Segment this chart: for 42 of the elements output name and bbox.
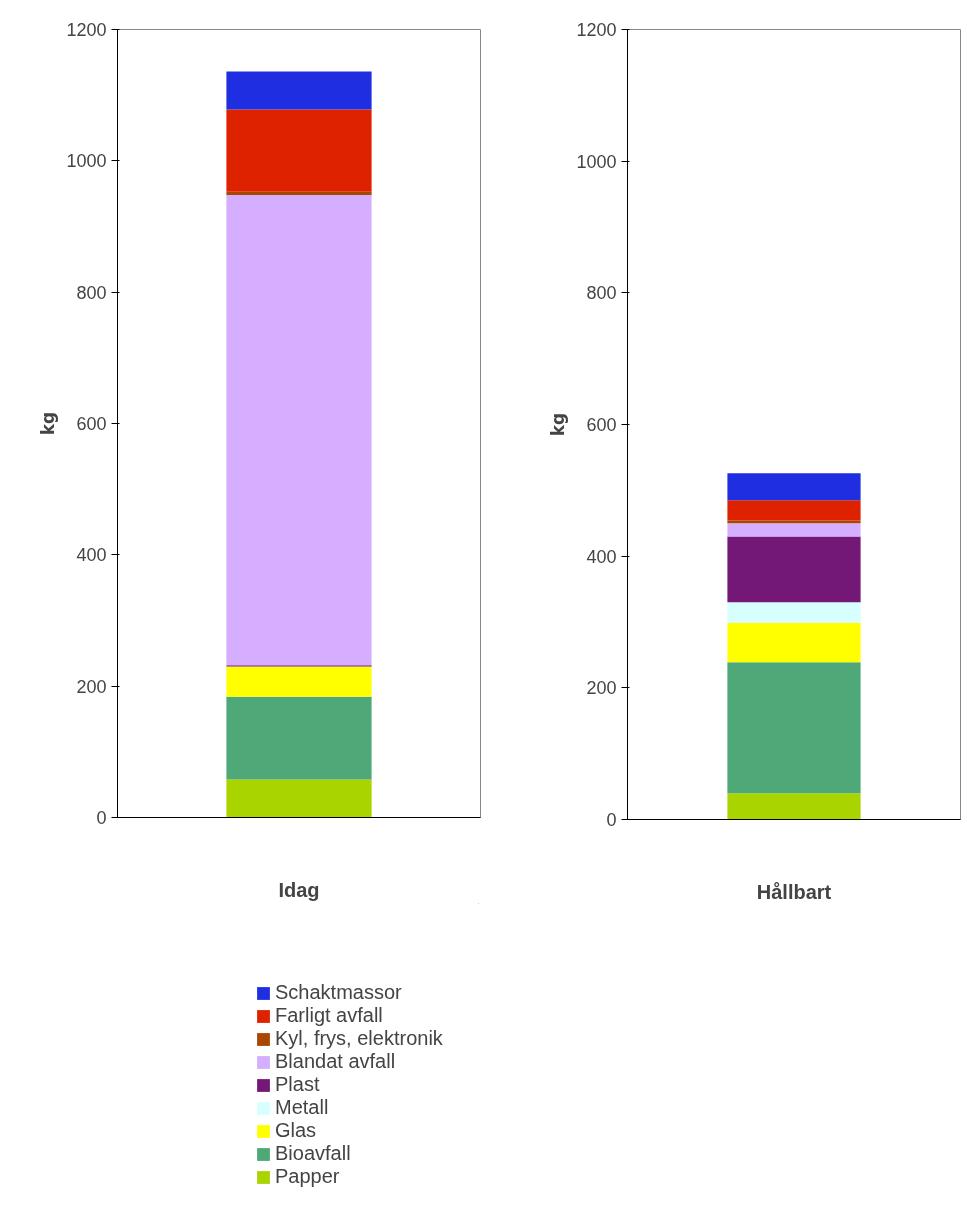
legend-label: Blandat avfall	[275, 1050, 396, 1073]
bar	[226, 696, 372, 780]
y-tick-label: 1200	[66, 20, 107, 40]
legend-label: Papper	[275, 1165, 340, 1188]
bar	[727, 473, 861, 501]
y-tick-label: 1200	[576, 20, 617, 40]
y-tick-label: 400	[76, 545, 107, 566]
bar	[727, 793, 861, 820]
bar	[226, 194, 372, 666]
y-tick-label: 800	[586, 283, 617, 304]
y-tick-label: 600	[76, 414, 107, 434]
bar	[727, 622, 861, 663]
bar	[226, 779, 372, 818]
y-tick-label: 1000	[576, 151, 617, 172]
x-tick-label: Idag	[278, 878, 320, 901]
y-tick-label: 1000	[66, 151, 107, 172]
bar	[226, 191, 372, 195]
legend-label: Glas	[275, 1119, 317, 1142]
y-tick-label: 800	[76, 282, 107, 303]
legend-label: Farligt avfall	[275, 1004, 383, 1027]
legend-label: Kyl, frys, elektronik	[275, 1027, 443, 1050]
y-tick-label: 400	[586, 546, 617, 567]
legend-label: Schaktmassor	[275, 981, 402, 1004]
y-axis-title: kg	[38, 411, 59, 436]
bar	[226, 71, 372, 110]
y-axis-title: kg	[548, 412, 569, 437]
legend-label: Plast	[275, 1073, 320, 1096]
legend-label: Bioavfall	[275, 1142, 351, 1165]
y-tick-label: 200	[586, 678, 617, 699]
y-tick-label: 200	[76, 676, 107, 697]
bar	[727, 536, 861, 603]
y-tick-label: 0	[96, 808, 107, 828]
y-tick-label: 600	[586, 415, 617, 435]
legend-label: Metall	[275, 1096, 329, 1119]
bar	[226, 666, 372, 697]
bar	[226, 109, 372, 192]
y-tick-label: 0	[606, 810, 617, 830]
bar	[727, 662, 861, 794]
bar	[727, 523, 861, 537]
bar	[727, 500, 861, 521]
bar	[727, 602, 861, 623]
x-tick-label: Hållbart	[756, 880, 832, 903]
